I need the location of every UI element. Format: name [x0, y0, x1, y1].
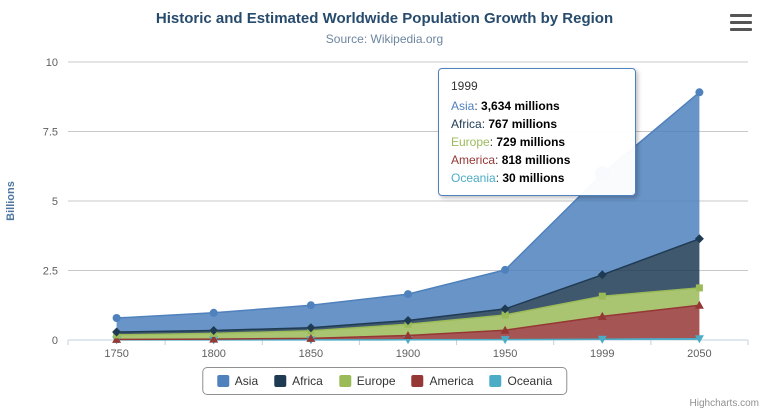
area-africa[interactable]: [116, 238, 700, 335]
legend-label: Asia: [234, 374, 259, 388]
y-axis-label: 0: [52, 335, 58, 347]
point-oceania-2050[interactable]: [694, 335, 704, 344]
credits-link[interactable]: Highcharts.com: [689, 398, 759, 409]
legend-label: America: [429, 374, 474, 388]
legend: Asia Africa Europe America Oceania: [201, 367, 568, 395]
point-oceania-1950[interactable]: [500, 336, 510, 345]
point-europe-2050[interactable]: [695, 284, 703, 292]
point-africa-1800[interactable]: [209, 326, 219, 335]
point-america-1800[interactable]: [209, 334, 219, 343]
point-america-1750[interactable]: [112, 334, 122, 343]
x-axis-label: 2050: [687, 348, 711, 360]
hamburger-icon: [730, 14, 752, 17]
legend-item-africa[interactable]: Africa: [274, 374, 323, 388]
point-asia-1950[interactable]: [501, 265, 510, 274]
area-asia[interactable]: [116, 92, 700, 332]
point-america-1900[interactable]: [403, 331, 413, 339]
point-asia-2050[interactable]: [695, 88, 704, 97]
point-asia-1850[interactable]: [306, 301, 315, 310]
legend-item-asia[interactable]: Asia: [216, 374, 259, 388]
point-africa-1999[interactable]: [597, 270, 607, 280]
point-africa-1900[interactable]: [403, 316, 413, 325]
point-africa-2050[interactable]: [694, 234, 704, 244]
y-axis-label: 2.5: [43, 266, 58, 278]
legend-swatch: [274, 375, 287, 387]
legend-swatch: [216, 375, 229, 387]
x-axis-label: 1999: [590, 348, 614, 360]
x-axis-label: 1900: [396, 348, 420, 360]
y-axis-label: 7.5: [43, 127, 58, 139]
x-axis-label: 1850: [299, 348, 323, 360]
x-axis-label: 1950: [493, 348, 517, 360]
chart-subtitle: Source: Wikipedia.org: [325, 32, 444, 46]
area-america[interactable]: [116, 305, 700, 340]
point-asia-1900[interactable]: [404, 290, 412, 299]
legend-swatch: [489, 375, 502, 387]
point-america-1999[interactable]: [597, 311, 607, 320]
point-asia-1800[interactable]: [209, 308, 218, 317]
hamburger-icon: [730, 21, 752, 24]
point-asia-1999[interactable]: [594, 166, 610, 182]
point-africa-1850[interactable]: [306, 323, 316, 333]
point-asia-1750[interactable]: [112, 314, 121, 322]
y-axis-label: 5: [52, 196, 58, 208]
legend-label: Oceania: [507, 374, 553, 388]
point-europe-1950[interactable]: [501, 311, 509, 319]
x-axis-label: 1750: [104, 348, 128, 360]
point-america-1950[interactable]: [500, 325, 510, 334]
legend-label: Africa: [292, 374, 323, 388]
point-africa-1950[interactable]: [500, 304, 510, 314]
chart-title: Historic and Estimated Worldwide Populat…: [155, 10, 614, 27]
point-africa-1750[interactable]: [112, 327, 122, 337]
legend-label: Europe: [356, 374, 396, 388]
legend-item-europe[interactable]: Europe: [338, 374, 396, 388]
y-axis-title: Billions: [5, 181, 17, 221]
legend-swatch: [411, 375, 424, 387]
legend-swatch: [338, 375, 351, 387]
point-europe-1999[interactable]: [598, 292, 606, 300]
x-axis-label: 1800: [201, 348, 225, 360]
point-america-2050[interactable]: [694, 300, 704, 309]
legend-item-america[interactable]: America: [411, 374, 474, 388]
point-america-1850[interactable]: [306, 333, 316, 342]
hamburger-icon: [730, 28, 752, 31]
y-axis-label: 10: [46, 57, 58, 69]
legend-item-oceania[interactable]: Oceania: [489, 374, 553, 388]
export-menu-button[interactable]: [729, 13, 755, 35]
point-oceania-1999[interactable]: [597, 335, 607, 344]
